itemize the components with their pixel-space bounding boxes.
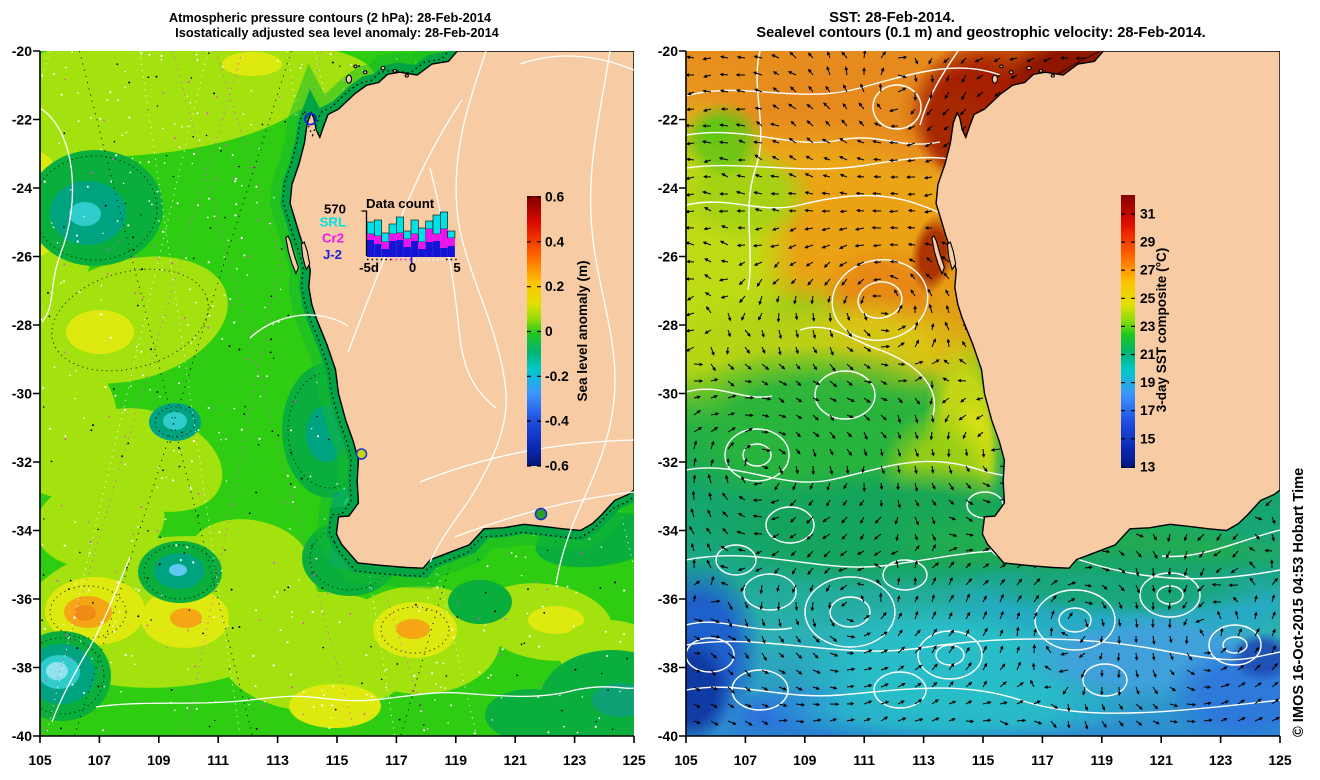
svg-text:-0.2: -0.2: [545, 369, 569, 384]
svg-text:-26: -26: [12, 249, 32, 265]
svg-text:-0.4: -0.4: [545, 414, 569, 429]
svg-text:0.2: 0.2: [545, 279, 565, 294]
svg-text:29: 29: [1140, 235, 1156, 250]
svg-text:113: 113: [266, 752, 289, 768]
svg-text:0.6: 0.6: [545, 190, 565, 205]
svg-text:570: 570: [324, 202, 346, 217]
svg-text:© IMOS 16-Oct-2015 04:53 Hobar: © IMOS 16-Oct-2015 04:53 Hobart Time: [1291, 468, 1307, 737]
svg-text:Isostatically adjusted sea lev: Isostatically adjusted sea level anomaly…: [175, 25, 500, 40]
svg-text:109: 109: [147, 752, 171, 768]
svg-text:125: 125: [622, 752, 646, 768]
svg-text:21: 21: [1140, 347, 1156, 362]
svg-text:-40: -40: [12, 728, 32, 744]
svg-text:115: 115: [972, 752, 995, 768]
svg-text:27: 27: [1140, 263, 1156, 278]
svg-text:-34: -34: [12, 523, 32, 539]
svg-text:-20: -20: [658, 43, 678, 59]
svg-text:-26: -26: [658, 249, 678, 265]
svg-text:109: 109: [793, 752, 817, 768]
svg-text:19: 19: [1140, 375, 1156, 390]
svg-text:-32: -32: [658, 454, 678, 470]
svg-text:-20: -20: [12, 43, 32, 59]
svg-text:115: 115: [326, 752, 349, 768]
svg-text:SRL: SRL: [320, 215, 346, 230]
svg-text:15: 15: [1140, 431, 1156, 446]
svg-text:Data count: Data count: [366, 196, 435, 211]
svg-text:105: 105: [28, 752, 52, 768]
svg-text:119: 119: [445, 752, 468, 768]
svg-text:-34: -34: [658, 523, 678, 539]
svg-text:J-2: J-2: [323, 247, 342, 262]
svg-text:Sealevel contours (0.1 m) and: Sealevel contours (0.1 m) and geostrophi…: [756, 25, 1205, 41]
svg-text:121: 121: [1150, 752, 1174, 768]
svg-text:Sea level anomaly (m): Sea level anomaly (m): [575, 260, 590, 401]
svg-text:107: 107: [88, 752, 112, 768]
svg-text:119: 119: [1091, 752, 1114, 768]
svg-text:-22: -22: [12, 112, 32, 128]
svg-text:117: 117: [385, 752, 408, 768]
svg-text:-36: -36: [12, 591, 32, 607]
svg-text:-24: -24: [12, 180, 32, 196]
svg-text:31: 31: [1140, 207, 1156, 222]
svg-text:117: 117: [1031, 752, 1054, 768]
svg-text:25: 25: [1140, 291, 1156, 306]
svg-text:13: 13: [1140, 459, 1156, 474]
svg-text:-24: -24: [658, 180, 678, 196]
svg-text:-40: -40: [658, 728, 678, 744]
svg-text:113: 113: [912, 752, 935, 768]
svg-text:23: 23: [1140, 319, 1156, 334]
svg-text:111: 111: [853, 752, 875, 768]
svg-text:105: 105: [674, 752, 698, 768]
svg-text:-38: -38: [658, 660, 678, 676]
svg-text:5: 5: [453, 260, 460, 275]
svg-text:-28: -28: [12, 317, 32, 333]
svg-text:SST: 28-Feb-2014.: SST: 28-Feb-2014.: [829, 10, 955, 26]
svg-text:0.4: 0.4: [545, 234, 565, 249]
svg-text:-30: -30: [658, 386, 678, 402]
svg-text:-32: -32: [12, 454, 32, 470]
svg-text:-38: -38: [12, 660, 32, 676]
svg-text:-36: -36: [658, 591, 678, 607]
svg-text:123: 123: [563, 752, 587, 768]
svg-text:17: 17: [1140, 403, 1156, 418]
svg-text:-22: -22: [658, 112, 678, 128]
svg-text:0: 0: [545, 324, 553, 339]
svg-text:-28: -28: [658, 317, 678, 333]
svg-text:123: 123: [1209, 752, 1233, 768]
svg-text:125: 125: [1268, 752, 1292, 768]
svg-text:0: 0: [409, 260, 416, 275]
svg-text:3-day SST composite (°C): 3-day SST composite (°C): [1154, 248, 1169, 412]
svg-text:-30: -30: [12, 386, 32, 402]
svg-text:-0.6: -0.6: [545, 459, 569, 474]
svg-text:121: 121: [504, 752, 528, 768]
svg-text:107: 107: [734, 752, 758, 768]
svg-text:-5d: -5d: [359, 260, 379, 275]
svg-text:111: 111: [207, 752, 229, 768]
svg-text:Atmospheric pressure contours: Atmospheric pressure contours (2 hPa): 2…: [169, 10, 492, 25]
svg-text:Cr2: Cr2: [322, 231, 344, 246]
